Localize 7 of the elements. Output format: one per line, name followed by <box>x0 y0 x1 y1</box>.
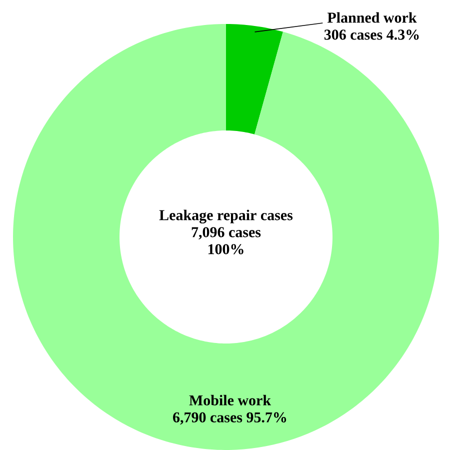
slice-label: Mobile work <box>189 394 271 406</box>
data-label: 6,790 cases 95.7% <box>173 412 286 425</box>
data-label: 306 cases 4.3% <box>324 30 419 40</box>
text: Leakage repair cases <box>159 210 293 224</box>
text: 7,096 cases <box>192 227 261 240</box>
slice-label: Planned work <box>327 12 417 23</box>
text: 100% <box>208 244 244 254</box>
